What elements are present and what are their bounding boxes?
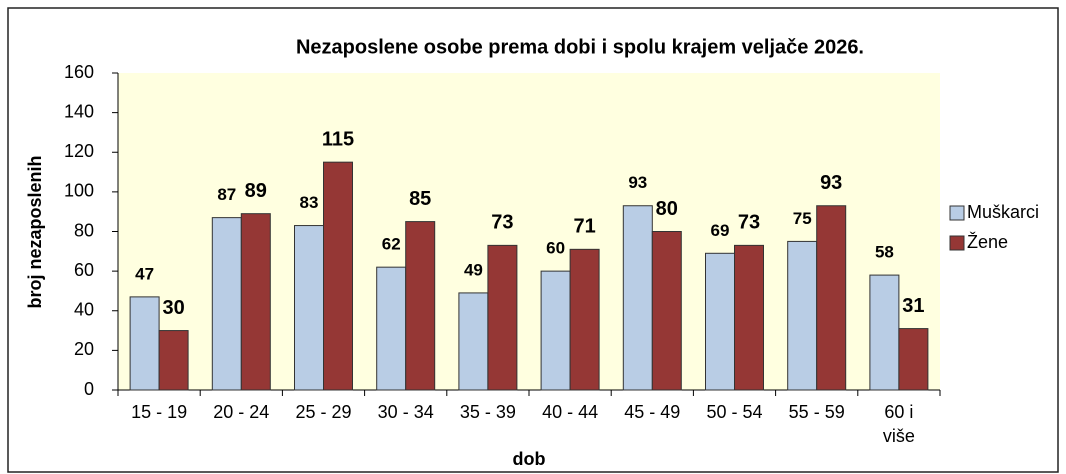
x-tick-label: 30 - 34: [378, 402, 434, 422]
y-tick-label: 100: [64, 181, 94, 201]
data-label: 80: [656, 198, 678, 220]
x-tick-label: 25 - 29: [295, 402, 351, 422]
bar: [898, 328, 929, 391]
x-tick-label: 50 - 54: [706, 402, 762, 422]
y-tick-label: 40: [74, 300, 94, 320]
data-label: 85: [409, 188, 431, 210]
x-tick-label: 40 - 44: [542, 402, 598, 422]
y-tick-label: 160: [64, 62, 94, 82]
data-label: 89: [245, 180, 267, 202]
bar: [294, 225, 324, 391]
data-label: 93: [628, 173, 647, 192]
y-tick-label: 120: [64, 141, 94, 161]
bar: [376, 266, 407, 391]
x-tick-label: 35 - 39: [460, 402, 516, 422]
y-tick-label: 80: [74, 220, 94, 240]
bar: [816, 205, 847, 391]
y-tick-label: 60: [74, 260, 94, 280]
legend-swatch: [949, 205, 965, 221]
bar: [211, 217, 242, 391]
data-label: 30: [162, 297, 184, 319]
bar: [734, 244, 764, 391]
bar: [458, 292, 489, 391]
data-label: 60: [546, 239, 565, 258]
data-label: 73: [491, 212, 513, 234]
x-tick-label: 15 - 19: [131, 402, 187, 422]
data-label: 83: [300, 193, 319, 212]
bar: [405, 221, 436, 391]
y-axis-label: broj nezaposlenih: [25, 155, 45, 308]
bar: [869, 274, 900, 391]
data-label: 69: [711, 221, 730, 240]
bar: [158, 330, 189, 391]
bar: [240, 213, 271, 391]
data-label: 58: [875, 243, 894, 262]
data-label: 75: [793, 209, 812, 228]
x-tick-label: 20 - 24: [213, 402, 269, 422]
data-label: 47: [135, 264, 154, 283]
bar: [787, 240, 818, 391]
y-tick-label: 0: [84, 379, 94, 399]
legend-label: Žene: [967, 232, 1008, 252]
bar: [323, 161, 353, 391]
data-label: 31: [902, 295, 924, 317]
data-label: 93: [820, 172, 842, 194]
data-label: 87: [217, 185, 236, 204]
bar: [487, 244, 518, 391]
legend-swatch: [949, 235, 965, 251]
legend-label: Muškarci: [967, 202, 1039, 222]
bar: [540, 270, 571, 391]
x-axis-label: dob: [513, 449, 546, 469]
bar: [705, 252, 735, 391]
bar: [622, 205, 653, 391]
x-tick-label: 60 i više: [883, 402, 915, 446]
y-tick-label: 20: [74, 339, 94, 359]
bar: [129, 296, 160, 391]
x-tick-label: 45 - 49: [624, 402, 680, 422]
data-label: 49: [464, 260, 483, 279]
x-tick-label: 55 - 59: [789, 402, 845, 422]
data-label: 115: [322, 128, 354, 150]
bar: [651, 231, 682, 391]
data-label: 62: [382, 235, 401, 254]
data-label: 71: [573, 216, 595, 238]
data-label: 73: [738, 212, 760, 234]
y-tick-label: 140: [64, 101, 94, 121]
chart-title: Nezaposlene osobe prema dobi i spolu kra…: [296, 36, 864, 58]
bar: [569, 248, 600, 391]
